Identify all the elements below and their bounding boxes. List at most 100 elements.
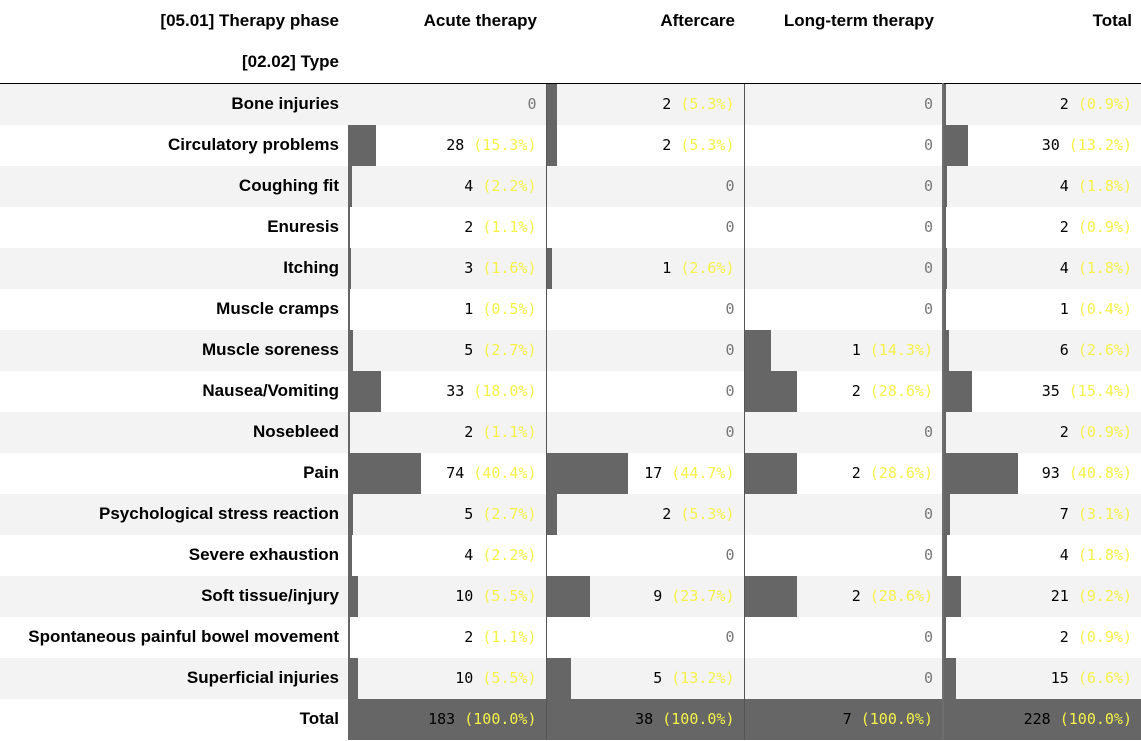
count-value: 0 [923,299,933,318]
row-label: Circulatory problems [0,124,348,166]
cell-total: 4 (1.8%) [942,534,1141,576]
percentage-bar [744,575,797,617]
column-dimension-label: [05.01] Therapy phase [0,0,348,42]
cell-value: 2 (1.1%) [348,207,546,248]
count-value: 15 [1050,668,1069,687]
count-value: 4 [464,176,474,195]
count-value: 0 [923,668,933,687]
cell-aftercare: 1 (2.6%) [545,247,744,289]
cell-value: 3 (1.6%) [348,248,546,289]
cell-aftercare: 0 [545,616,744,658]
cell-value: 0 [745,658,943,699]
cell-value: 2 (5.3%) [547,494,744,535]
cell-total: 6 (2.6%) [942,329,1141,371]
cell-value: 1 (0.4%) [944,289,1141,330]
percent-value: (5.5%) [482,668,537,687]
cell-long-term-therapy: 2 (28.6%) [743,452,943,494]
percentage-bar [944,493,950,535]
cell-total: 4 (1.8%) [942,165,1141,207]
cell-value: 0 [745,84,943,125]
cell-acute-therapy: 5 (2.7%) [348,329,546,371]
cell-total: 21 (9.2%) [942,575,1141,617]
table-row: Severe exhaustion 4 (2.2%) 0 0 4 (1.8%) [0,534,1141,576]
total-row-label: Total [0,698,348,740]
percentage-bar [744,370,797,412]
percent-value: (9.2%) [1077,586,1132,605]
percent-value: (6.6%) [1077,668,1132,687]
row-label: Psychological stress reaction [0,493,348,535]
percentage-bar [348,247,351,289]
count-value: 5 [464,340,474,359]
cell-long-term-therapy: 0 [743,288,943,330]
cell-value: 2 (5.3%) [547,84,744,125]
column-header-acute-therapy: Acute therapy [348,0,546,42]
count-value: 3 [464,258,474,277]
percent-value: (100.0%) [860,709,933,728]
count-value: 35 [1041,381,1060,400]
cell-acute-therapy: 4 (2.2%) [348,534,546,576]
count-value: 0 [725,545,735,564]
count-value: 2 [662,135,672,154]
percent-value: (3.1%) [1077,504,1132,523]
count-value: 183 [428,709,456,728]
percent-value: (5.3%) [680,94,735,113]
cell-value: 10 (5.5%) [348,658,546,699]
count-value: 0 [725,299,735,318]
cell-value: 0 [745,617,943,658]
percent-value: (13.2%) [1068,135,1132,154]
percent-value: (1.8%) [1077,176,1132,195]
percentage-bar [348,370,381,412]
percent-value: (0.9%) [1077,422,1132,441]
percent-value: (1.1%) [482,627,537,646]
cell-total: 2 (0.9%) [942,206,1141,248]
percent-value: (1.8%) [1077,545,1132,564]
count-value: 2 [1059,627,1069,646]
cell-value: 17 (44.7%) [547,453,744,494]
cell-value: 4 (1.8%) [944,535,1141,576]
count-value: 2 [662,94,672,113]
table-row: Coughing fit 4 (2.2%) 0 0 4 (1.8%) [0,165,1141,207]
count-value: 4 [1059,258,1069,277]
percent-value: (2.6%) [1077,340,1132,359]
cell-value: 0 [745,207,943,248]
header-spacer [348,42,546,84]
percent-value: (13.2%) [671,668,735,687]
count-value: 10 [455,586,474,605]
cell-value: 183 (100.0%) [348,699,546,740]
percent-value: (1.6%) [482,258,537,277]
percent-value: (100.0%) [662,709,735,728]
cell-value: 0 [547,617,744,658]
count-value: 228 [1023,709,1051,728]
count-value: 17 [644,463,663,482]
percent-value: (0.9%) [1077,627,1132,646]
count-value: 9 [653,586,663,605]
percentage-bar [944,206,946,248]
table-row: Nausea/Vomiting 33 (18.0%) 0 2 (28.6%) 35 (1… [0,370,1141,412]
count-value: 2 [464,217,474,236]
count-value: 0 [923,176,933,195]
table-row: Itching 3 (1.6%) 1 (2.6%) 0 4 (1.8%) [0,247,1141,289]
cell-acute-therapy: 74 (40.4%) [348,452,546,494]
cell-long-term-therapy: 2 (28.6%) [743,575,943,617]
percent-value: (0.4%) [1077,299,1132,318]
percent-value: (14.3%) [869,340,933,359]
cell-total: 15 (6.6%) [942,657,1141,699]
count-value: 0 [923,94,933,113]
percentage-bar [348,206,350,248]
cell-total: 1 (0.4%) [942,288,1141,330]
count-value: 7 [842,709,852,728]
cell-long-term-therapy: 1 (14.3%) [743,329,943,371]
cell-aftercare: 2 (5.3%) [545,83,744,125]
table-row: Psychological stress reaction 5 (2.7%) 2 (… [0,493,1141,535]
cell-aftercare: 38 (100.0%) [545,698,744,740]
cell-value: 6 (2.6%) [944,330,1141,371]
cell-value: 2 (0.9%) [944,207,1141,248]
percent-value: (15.4%) [1068,381,1132,400]
cell-value: 28 (15.3%) [348,125,546,166]
percent-value: (1.1%) [482,217,537,236]
percent-value: (5.3%) [680,504,735,523]
count-value: 2 [851,381,861,400]
percent-value: (0.9%) [1077,217,1132,236]
percent-value: (2.6%) [680,258,735,277]
percentage-bar [944,124,968,166]
